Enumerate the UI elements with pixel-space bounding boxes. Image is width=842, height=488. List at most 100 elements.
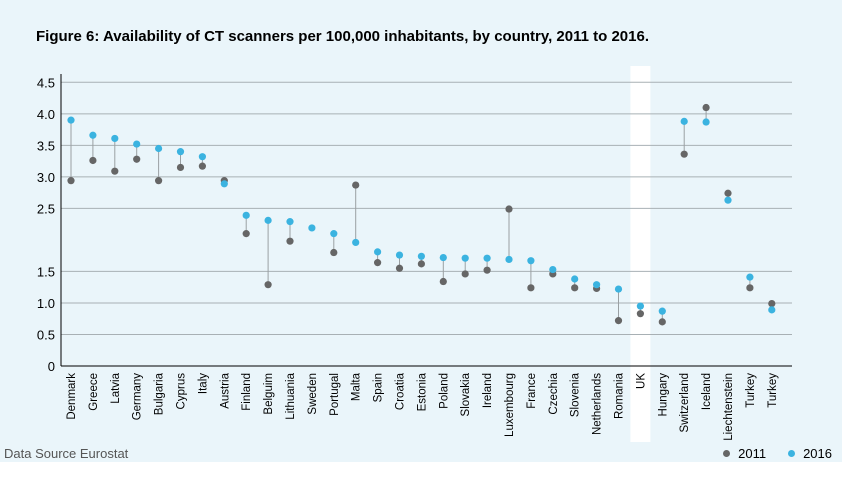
x-tick-label: Poland	[438, 373, 450, 409]
x-tick-label: Spain	[373, 373, 385, 402]
point-2016	[636, 302, 645, 310]
x-tick-label: Sweden	[307, 373, 319, 415]
point-2016	[330, 230, 338, 238]
point-2016	[264, 216, 272, 224]
data-source-note: Data Source Eurostat	[4, 446, 129, 461]
x-tick-label: Germany	[132, 373, 144, 421]
point-2011	[264, 281, 272, 289]
x-tick-label: Croatia	[395, 372, 407, 410]
point-2011	[242, 230, 250, 238]
point-2011	[505, 205, 513, 213]
point-2016	[549, 265, 557, 274]
legend-label-2016: 2016	[803, 446, 832, 461]
point-2016	[67, 116, 75, 124]
legend-swatch-2011	[723, 450, 731, 457]
point-2011	[67, 177, 75, 185]
point-2011	[198, 162, 206, 170]
x-tick-label: Turkey	[767, 373, 779, 408]
point-2016	[374, 248, 382, 256]
x-tick-label: Lithuania	[285, 372, 297, 419]
y-tick-label: 0.5	[37, 327, 55, 342]
point-2016	[461, 254, 469, 262]
point-2011	[395, 264, 404, 272]
point-2011	[461, 270, 469, 278]
y-tick-label: 1.0	[37, 296, 55, 311]
point-2011	[680, 150, 688, 158]
point-2011	[111, 167, 119, 175]
legend-item-2011: 2011	[723, 446, 766, 461]
point-2011	[286, 237, 294, 245]
point-2016	[614, 285, 623, 293]
x-tick-label: Latvia	[110, 372, 122, 403]
point-2011	[527, 284, 535, 292]
point-2016	[768, 306, 776, 314]
x-tick-label: Greece	[88, 373, 100, 411]
chart-plot: 0 0.5 1.0 1.5 2.5 3.0 3.5 4.0 4.5 Denmark Greece La…	[37, 66, 792, 442]
x-tick-label: Austria	[219, 372, 231, 408]
point-2016	[439, 253, 447, 262]
x-tick-label: Malta	[351, 372, 363, 401]
x-tick-label: Czechia	[548, 372, 560, 414]
point-2016	[308, 224, 316, 232]
y-tick-label: 1.5	[37, 264, 55, 279]
legend-item-2016: 2016	[788, 446, 832, 461]
x-tick-label: Belguim	[263, 373, 275, 415]
point-2016	[746, 273, 754, 281]
point-2011	[89, 156, 97, 165]
point-2016	[680, 117, 688, 125]
y-tick-label: 2.5	[37, 201, 55, 216]
highlight-band	[630, 66, 651, 442]
y-tick-label: 3.5	[37, 138, 55, 153]
point-2011	[702, 103, 710, 112]
point-2016	[593, 281, 601, 289]
x-tick-label: Cyprus	[176, 373, 188, 410]
point-2011	[417, 260, 425, 268]
x-tick-label: Slovenia	[570, 372, 582, 417]
point-2011	[768, 299, 776, 308]
point-2011	[374, 259, 382, 267]
point-2011	[176, 163, 185, 172]
point-2011	[155, 177, 163, 185]
x-tick-label: Netherlands	[592, 373, 604, 435]
point-2016	[133, 140, 141, 148]
legend-label-2011: 2011	[738, 446, 767, 461]
x-tick-label: Iceland	[701, 373, 713, 410]
x-tick-label: Estonia	[416, 372, 428, 411]
point-2016	[571, 275, 579, 283]
x-tick-label: Switzerland	[679, 373, 691, 432]
point-2011	[724, 189, 732, 197]
point-2016	[417, 252, 425, 260]
y-tick-label: 4.5	[37, 75, 55, 90]
point-2016	[220, 180, 228, 188]
point-2016	[198, 153, 206, 161]
point-2016	[505, 255, 513, 264]
point-2011	[658, 318, 666, 326]
point-2016	[242, 211, 250, 219]
point-2016	[286, 218, 294, 226]
x-tick-label: Denmark	[66, 373, 78, 420]
point-2011	[746, 284, 754, 292]
point-2016	[483, 254, 491, 262]
point-2016	[724, 196, 732, 204]
x-tick-label: Turkey	[745, 373, 757, 408]
x-tick-label: Portugal	[329, 373, 341, 416]
x-tick-label: Romania	[614, 372, 626, 419]
point-2011	[636, 310, 645, 318]
point-2016	[155, 144, 163, 153]
point-2011	[352, 181, 360, 189]
point-2011	[439, 277, 447, 286]
point-2011	[330, 248, 338, 257]
legend: 2011 2016	[707, 446, 832, 461]
x-tick-label: Luxembourg	[504, 373, 516, 437]
x-tick-label: France	[526, 373, 538, 409]
x-tick-label: Bulgaria	[154, 372, 166, 415]
point-2011	[483, 266, 491, 274]
point-2011	[133, 155, 141, 163]
point-2016	[658, 307, 666, 315]
chart-panel	[0, 0, 842, 462]
chart-title: Figure 6: Availability of CT scanners pe…	[36, 28, 649, 45]
point-2016	[352, 238, 360, 247]
x-tick-label: Slovakia	[460, 372, 472, 416]
point-2011	[571, 284, 579, 292]
x-tick-label: Italy	[197, 373, 209, 394]
